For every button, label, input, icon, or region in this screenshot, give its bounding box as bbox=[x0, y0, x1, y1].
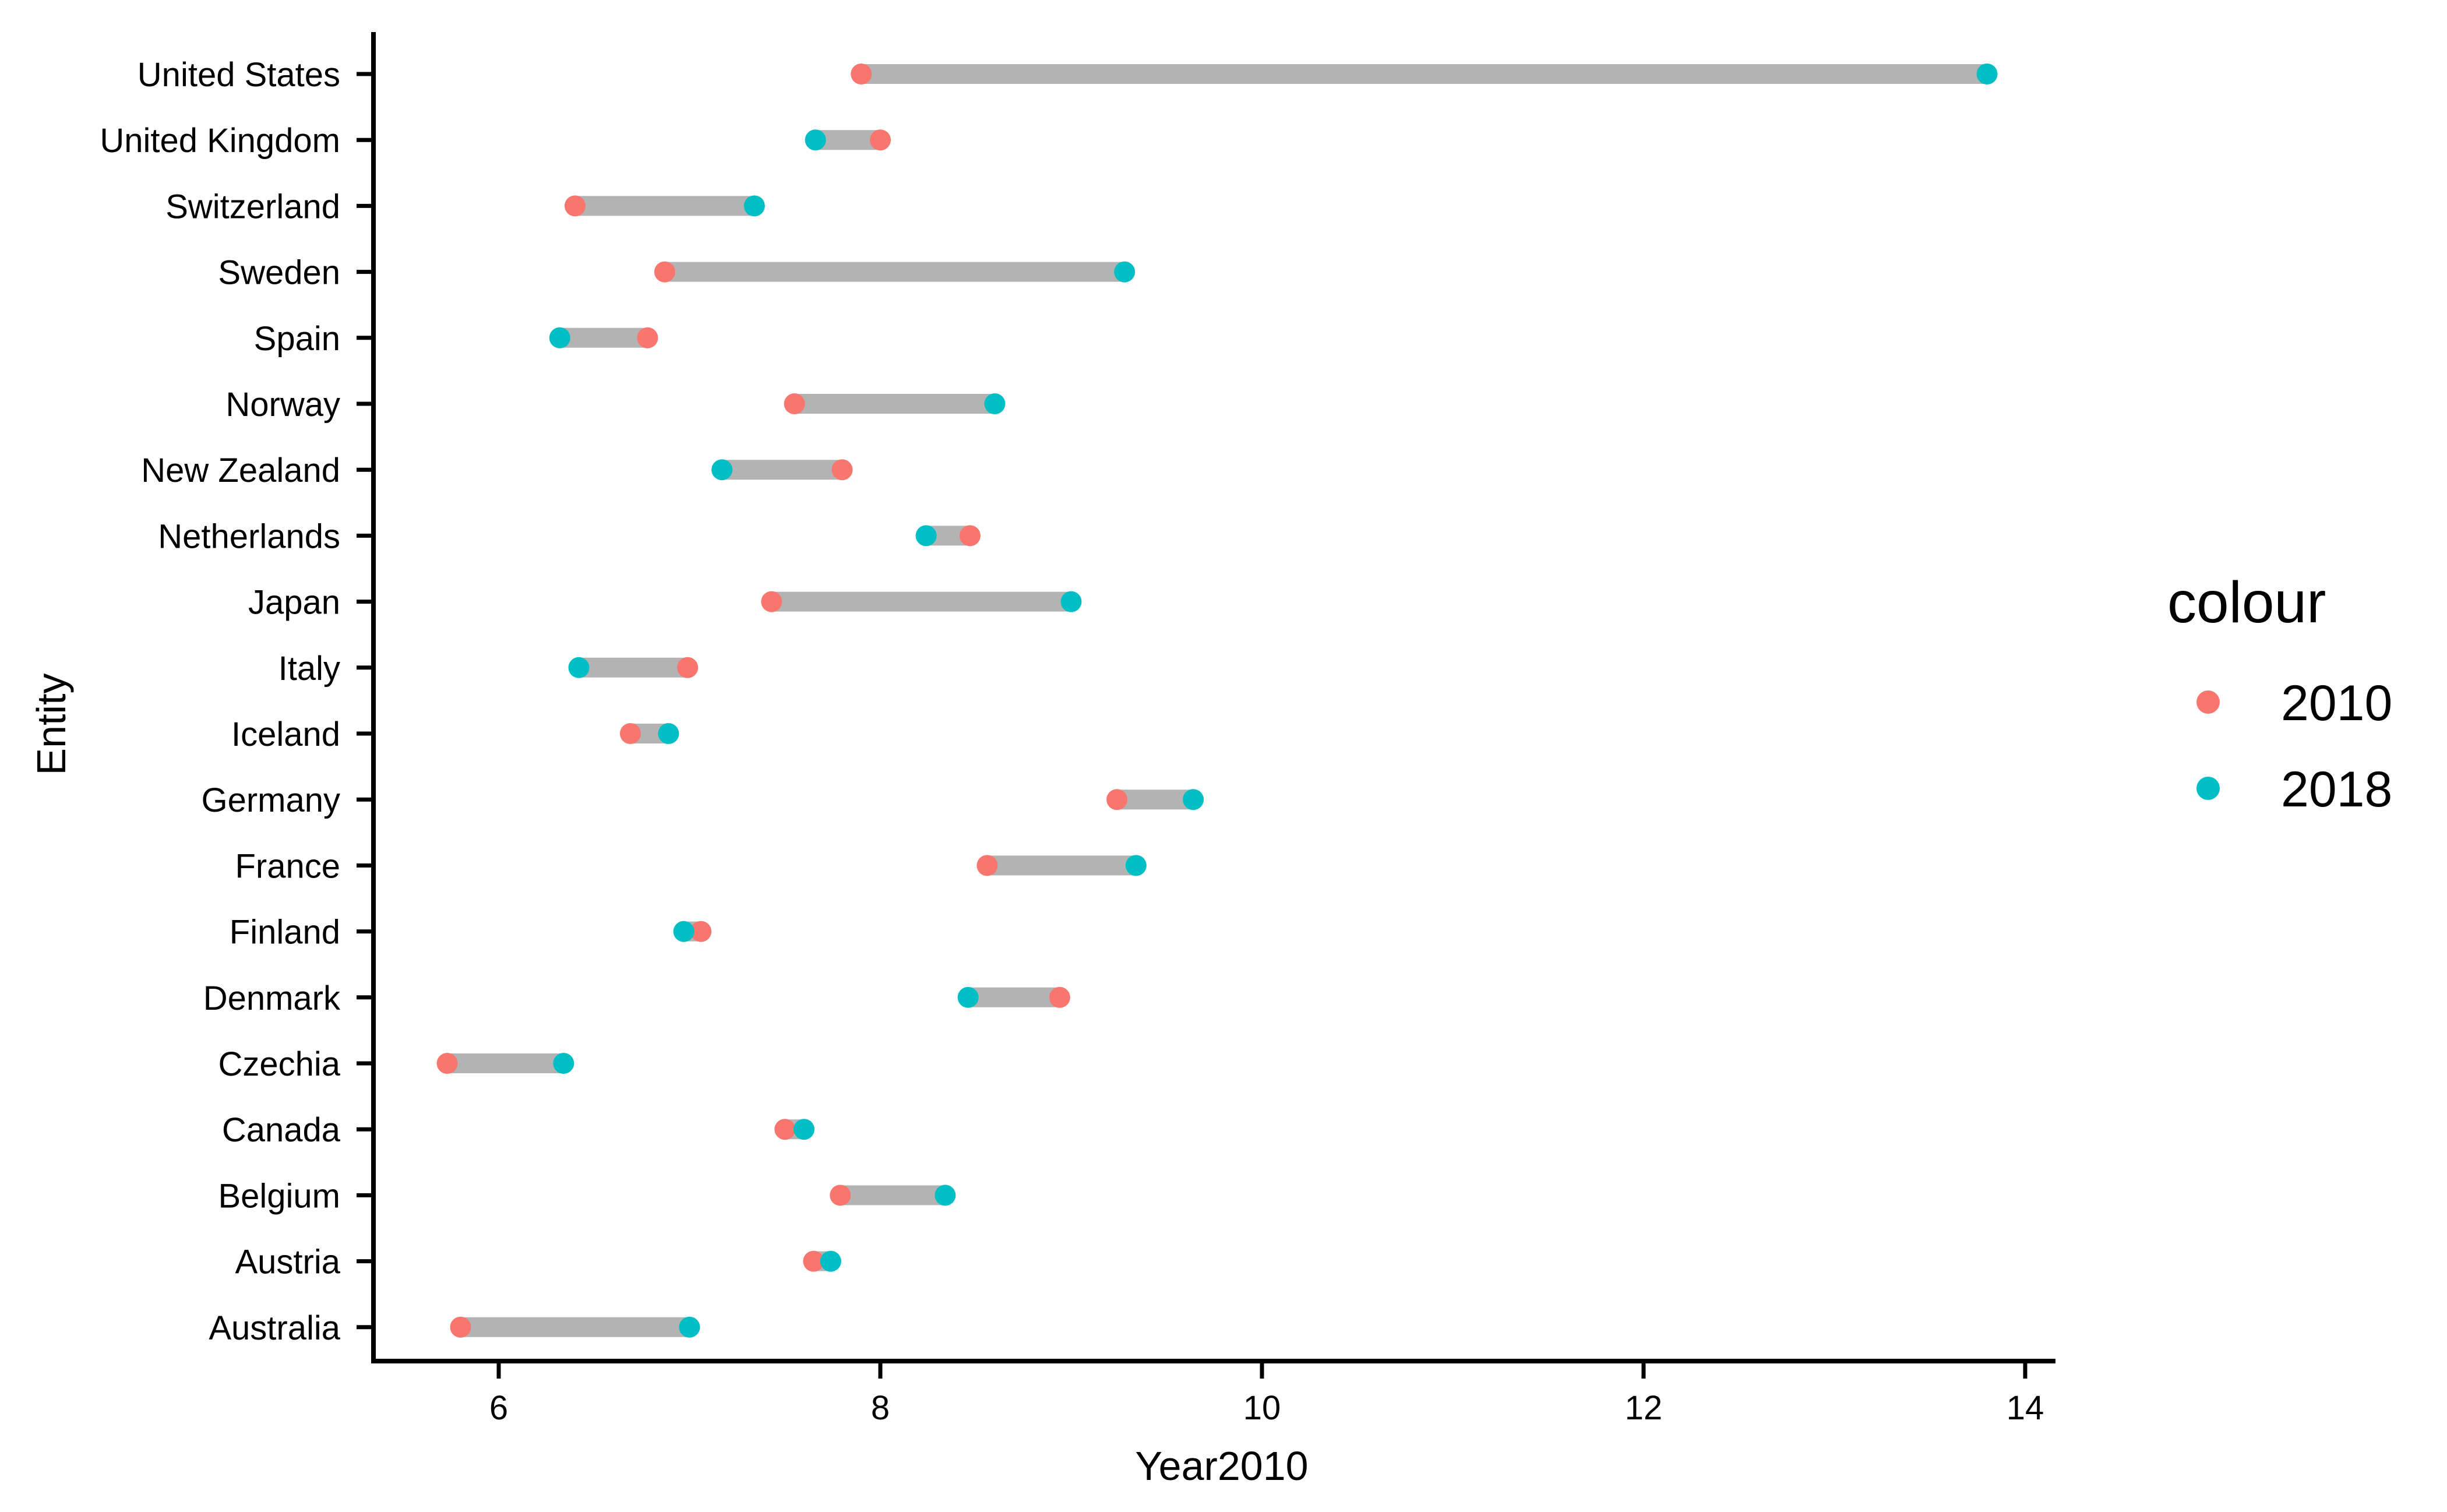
legend: colour 2010 2018 bbox=[2167, 570, 2392, 817]
x-tick-label: 8 bbox=[871, 1389, 890, 1427]
legend-key-2010 bbox=[2196, 690, 2220, 714]
data-point-2018 bbox=[915, 525, 937, 547]
y-tick-label: United States bbox=[137, 56, 340, 94]
segments-layer bbox=[447, 64, 1987, 1337]
y-tick-label: Italy bbox=[278, 650, 340, 688]
data-point-2018 bbox=[673, 921, 694, 942]
data-point-2018 bbox=[549, 327, 570, 348]
y-tick-label: Canada bbox=[222, 1111, 341, 1149]
y-tick-label: Netherlands bbox=[158, 517, 340, 555]
x-tick-label: 10 bbox=[1243, 1389, 1281, 1427]
x-tick-label: 6 bbox=[489, 1389, 508, 1427]
data-point-2010 bbox=[774, 1119, 796, 1140]
data-point-2018 bbox=[1060, 591, 1082, 612]
data-point-2018 bbox=[743, 195, 765, 217]
data-point-2010 bbox=[976, 855, 998, 876]
y-axis: United States United Kingdom Switzerland Sw… bbox=[100, 32, 376, 1363]
y-tick-label: Australia bbox=[209, 1309, 340, 1347]
data-point-2010 bbox=[565, 195, 586, 217]
x-axis-title: Year2010 bbox=[1135, 1443, 1308, 1489]
data-point-2010 bbox=[851, 64, 872, 84]
y-tick-label: Norway bbox=[225, 386, 340, 424]
data-point-2010 bbox=[677, 657, 699, 678]
data-point-2010 bbox=[450, 1316, 471, 1338]
data-point-2018 bbox=[679, 1316, 700, 1338]
y-tick-label: Germany bbox=[201, 781, 340, 819]
y-tick-label: Finland bbox=[230, 914, 340, 951]
data-point-2018 bbox=[658, 723, 679, 744]
x-tick-label: 14 bbox=[2007, 1389, 2044, 1427]
data-point-2018 bbox=[1114, 261, 1136, 283]
y-tick-label: Switzerland bbox=[165, 188, 340, 225]
data-point-2010 bbox=[959, 525, 981, 547]
data-point-2010 bbox=[830, 1185, 851, 1206]
data-point-2010 bbox=[761, 591, 782, 612]
y-tick-label: United Kingdom bbox=[100, 122, 340, 160]
data-point-2010 bbox=[654, 261, 675, 283]
data-point-2018 bbox=[794, 1119, 815, 1140]
legend-title: colour bbox=[2167, 570, 2326, 635]
data-point-2010 bbox=[784, 393, 805, 414]
data-point-2010 bbox=[637, 327, 658, 348]
data-point-2018 bbox=[1125, 855, 1147, 876]
data-point-2010 bbox=[870, 129, 891, 151]
data-point-2010 bbox=[619, 723, 641, 744]
y-tick-label: Belgium bbox=[218, 1177, 340, 1215]
data-point-2010 bbox=[690, 921, 712, 942]
y-tick-label: Sweden bbox=[218, 254, 340, 292]
data-point-2018 bbox=[820, 1250, 841, 1272]
data-point-2010 bbox=[436, 1053, 458, 1074]
data-point-2018 bbox=[711, 459, 733, 481]
data-point-2018 bbox=[957, 986, 979, 1008]
legend-label-2018: 2018 bbox=[2281, 762, 2392, 817]
y-axis-title: Entity bbox=[29, 673, 74, 775]
legend-label-2010: 2010 bbox=[2281, 675, 2392, 731]
y-tick-label: Spain bbox=[254, 320, 340, 358]
data-point-2018 bbox=[1183, 789, 1204, 810]
y-tick-label: Austria bbox=[235, 1243, 340, 1281]
data-point-2010 bbox=[831, 459, 853, 481]
y-tick-label: Denmark bbox=[203, 979, 341, 1017]
points-layer bbox=[436, 64, 1998, 1338]
data-point-2010 bbox=[1049, 986, 1070, 1008]
data-point-2010 bbox=[1106, 789, 1128, 810]
y-tick-label: Iceland bbox=[231, 716, 340, 753]
legend-key-2018 bbox=[2196, 777, 2220, 800]
y-tick-label: Czechia bbox=[218, 1045, 340, 1083]
data-point-2018 bbox=[935, 1185, 956, 1206]
data-point-2018 bbox=[1976, 64, 1998, 84]
data-point-2010 bbox=[803, 1250, 824, 1272]
y-tick-label: New Zealand bbox=[141, 452, 340, 489]
y-tick-label: Japan bbox=[248, 584, 340, 622]
x-tick-label: 12 bbox=[1625, 1389, 1663, 1427]
data-point-2018 bbox=[553, 1053, 574, 1074]
data-point-2018 bbox=[568, 657, 590, 678]
data-point-2018 bbox=[805, 129, 826, 151]
x-axis: 6 8 10 12 14 bbox=[371, 1359, 2055, 1427]
y-tick-label: France bbox=[235, 847, 340, 885]
data-point-2018 bbox=[984, 393, 1006, 414]
